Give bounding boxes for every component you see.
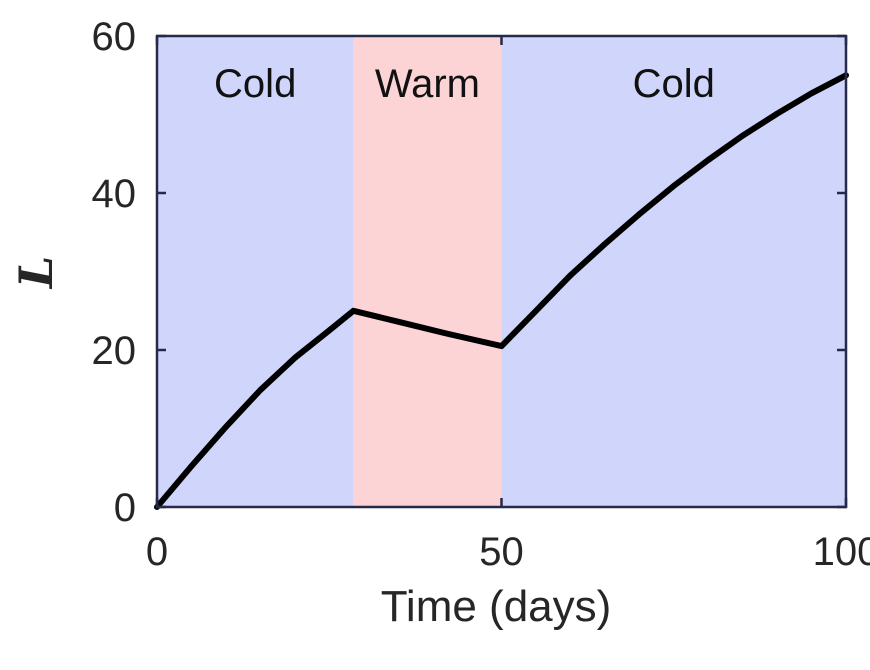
tick-labels-layer: 0 50 100 0 20 40 60	[92, 15, 870, 574]
y-tick-label-40: 40	[92, 172, 137, 216]
region-cold-2	[501, 36, 846, 507]
series-line-0	[154, 72, 849, 510]
y-axis-title: L	[9, 256, 63, 290]
y-tick-label-0: 0	[114, 486, 136, 530]
x-tick-label-0: 0	[146, 530, 168, 574]
regions-layer	[157, 36, 846, 507]
y-tick-label-60: 60	[92, 15, 137, 59]
region-label-1: Warm	[375, 62, 480, 106]
region-labels-layer: Cold Warm Cold	[214, 62, 715, 106]
region-cold-0	[157, 36, 354, 507]
region-label-2: Cold	[633, 62, 715, 106]
x-tick-label-50: 50	[479, 530, 524, 574]
series-layer	[154, 72, 849, 510]
region-warm-1	[353, 36, 502, 507]
region-label-0: Cold	[214, 62, 296, 106]
y-tick-label-20: 20	[92, 329, 137, 373]
x-axis-title: Time (days)	[381, 582, 612, 631]
ticks-layer	[155, 34, 848, 509]
x-tick-label-100: 100	[813, 530, 870, 574]
